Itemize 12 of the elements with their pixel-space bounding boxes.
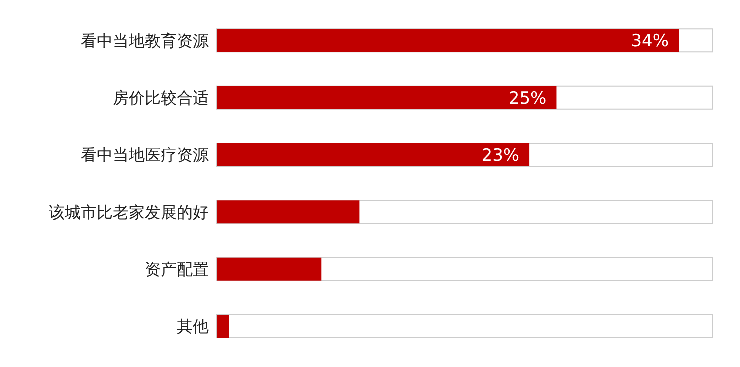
bar: [217, 258, 322, 281]
y-tick-label: 看中当地教育资源: [81, 31, 209, 50]
data-label: 23%: [482, 146, 520, 166]
y-tick-label: 其他: [177, 317, 209, 336]
y-tick-label: 资产配置: [145, 260, 209, 279]
y-tick-label: 该城市比老家发展的好: [49, 202, 209, 222]
bar: [217, 200, 360, 224]
y-tick-label: 看中当地医疗资源: [81, 146, 209, 165]
bar: [217, 314, 230, 338]
data-label: 25%: [508, 88, 547, 109]
y-tick-label: 房价比较合适: [113, 88, 209, 108]
data-label: 34%: [631, 32, 670, 52]
